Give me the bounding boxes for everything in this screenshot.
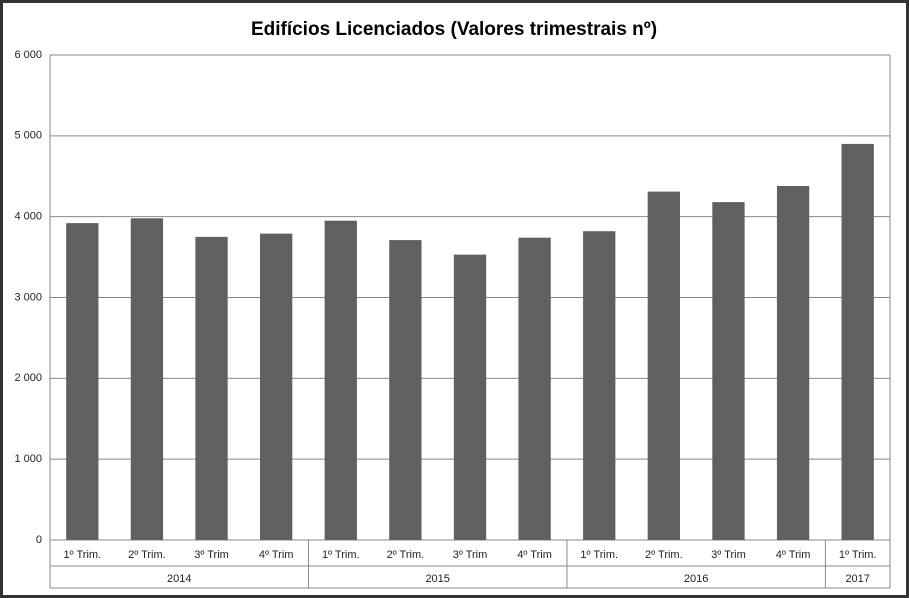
x-tick-label: 1º Trim. <box>63 549 101 561</box>
x-tick-label: 4º Trim <box>776 549 811 561</box>
bar <box>712 202 745 540</box>
x-tick-label: 1º Trim. <box>580 549 618 561</box>
x-tick-label: 3º Trim <box>711 549 746 561</box>
y-tick-label: 2 000 <box>14 372 42 384</box>
x-tick-label: 2º Trim. <box>128 549 166 561</box>
x-tick-label: 3º Trim <box>194 549 229 561</box>
y-tick-label: 6 000 <box>14 49 42 61</box>
x-tick-label: 1º Trim. <box>322 549 360 561</box>
x-group-label: 2015 <box>425 573 449 585</box>
bar <box>130 218 164 541</box>
x-group-label: 2014 <box>167 573 191 585</box>
x-tick-label: 4º Trim <box>517 549 552 561</box>
x-tick-label: 4º Trim <box>259 549 294 561</box>
y-tick-label: 3 000 <box>14 291 42 303</box>
y-tick-label: 4 000 <box>14 211 42 223</box>
bar <box>389 240 422 540</box>
x-group-label: 2017 <box>845 573 869 585</box>
y-tick-label: 0 <box>36 534 42 546</box>
x-tick-label: 3º Trim <box>453 549 488 561</box>
bar <box>841 143 874 540</box>
x-tick-label: 2º Trim. <box>387 549 425 561</box>
bar <box>647 191 680 540</box>
x-group-label: 2016 <box>684 573 708 585</box>
y-tick-label: 1 000 <box>14 453 42 465</box>
bar <box>260 233 293 540</box>
bar <box>324 220 357 541</box>
bar <box>518 237 551 540</box>
bar <box>66 223 99 540</box>
x-tick-label: 2º Trim. <box>645 549 683 561</box>
bar <box>453 254 487 541</box>
bar <box>776 185 810 540</box>
bar <box>583 231 616 540</box>
x-tick-label: 1º Trim. <box>839 549 877 561</box>
bar <box>195 236 228 540</box>
y-tick-label: 5 000 <box>14 130 42 142</box>
chart-title: Edifícios Licenciados (Valores trimestra… <box>251 19 657 40</box>
